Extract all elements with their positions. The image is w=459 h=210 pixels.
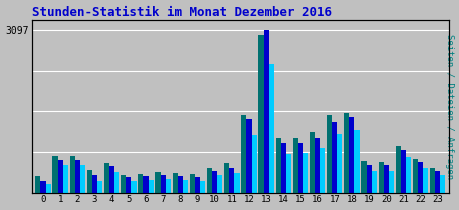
Bar	[143, 176, 148, 193]
Bar	[148, 180, 153, 193]
Bar	[258, 35, 263, 193]
Bar	[383, 165, 388, 193]
Bar	[74, 160, 80, 193]
Bar	[326, 115, 331, 193]
Bar	[217, 175, 222, 193]
Bar	[268, 64, 273, 193]
Bar	[405, 157, 410, 193]
Bar	[189, 174, 195, 193]
Bar	[434, 171, 439, 193]
Bar	[109, 167, 114, 193]
Bar	[57, 160, 62, 193]
Bar	[348, 117, 354, 193]
Bar	[165, 179, 170, 193]
Bar	[400, 150, 405, 193]
Bar	[275, 138, 280, 193]
Bar	[212, 171, 217, 193]
Bar	[40, 181, 45, 193]
Bar	[87, 170, 92, 193]
Bar	[314, 138, 319, 193]
Bar	[371, 171, 376, 193]
Bar	[80, 165, 85, 193]
Bar	[302, 153, 308, 193]
Bar	[52, 156, 57, 193]
Bar	[388, 171, 393, 193]
Bar	[97, 181, 102, 193]
Bar	[251, 135, 256, 193]
Bar	[429, 168, 434, 193]
Bar	[160, 175, 165, 193]
Bar	[336, 134, 342, 193]
Bar	[177, 176, 183, 193]
Bar	[207, 168, 212, 193]
Bar	[45, 184, 50, 193]
Bar	[104, 163, 109, 193]
Bar	[131, 181, 136, 193]
Bar	[138, 174, 143, 193]
Bar	[234, 173, 239, 193]
Bar	[331, 122, 336, 193]
Bar	[412, 159, 417, 193]
Bar	[366, 165, 371, 193]
Bar	[343, 113, 348, 193]
Bar	[126, 177, 131, 193]
Bar	[155, 172, 160, 193]
Bar	[246, 119, 251, 193]
Bar	[121, 175, 126, 193]
Bar	[439, 175, 444, 193]
Bar	[35, 176, 40, 193]
Bar	[297, 143, 302, 193]
Bar	[292, 138, 297, 193]
Bar	[62, 165, 68, 193]
Bar	[263, 30, 268, 193]
Bar	[200, 181, 205, 193]
Bar	[92, 175, 97, 193]
Bar	[378, 162, 383, 193]
Bar	[224, 163, 229, 193]
Bar	[229, 168, 234, 193]
Bar	[361, 161, 366, 193]
Bar	[69, 156, 74, 193]
Y-axis label: Seiten / Dateien / Anfragen: Seiten / Dateien / Anfragen	[444, 34, 453, 179]
Bar	[319, 148, 325, 193]
Bar	[309, 132, 314, 193]
Bar	[417, 162, 422, 193]
Bar	[354, 130, 359, 193]
Text: Stunden-Statistik im Monat Dezember 2016: Stunden-Statistik im Monat Dezember 2016	[32, 5, 331, 18]
Bar	[195, 177, 200, 193]
Bar	[395, 146, 400, 193]
Bar	[280, 143, 285, 193]
Bar	[114, 172, 119, 193]
Bar	[183, 180, 188, 193]
Bar	[241, 115, 246, 193]
Bar	[422, 168, 427, 193]
Bar	[285, 154, 291, 193]
Bar	[172, 173, 177, 193]
